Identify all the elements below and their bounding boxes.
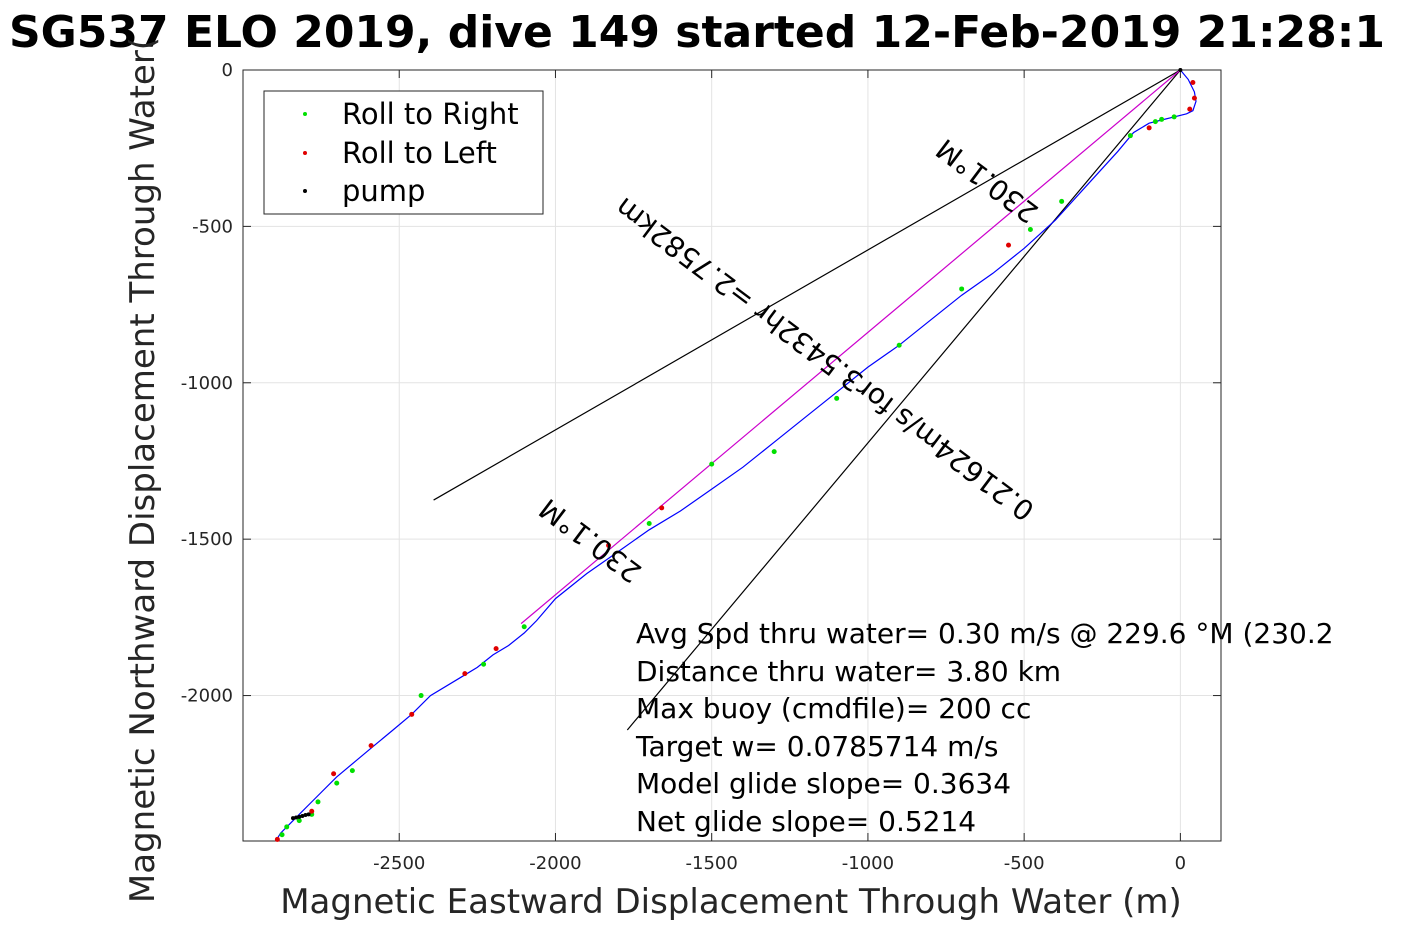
- roll-right-point: [1152, 119, 1158, 125]
- annotation-model-glide: Model glide slope= 0.3634: [636, 767, 1011, 800]
- roll-right-point: [284, 824, 290, 830]
- pump-point: [1178, 68, 1183, 72]
- legend-label-roll-left: Roll to Left: [342, 136, 497, 170]
- roll-right-point: [771, 449, 777, 455]
- axis-ticks: -2500 -2000 -1500 -1000 -500 0 0 -500 -1000 -1500…: [181, 60, 1221, 874]
- roll-right-point: [418, 693, 424, 699]
- roll-left-point: [274, 836, 280, 842]
- x-tick-label: -2500: [373, 853, 425, 874]
- roll-right-point: [1159, 116, 1165, 122]
- mean-heading-line: [520, 69, 1181, 625]
- markers: [274, 68, 1197, 842]
- roll-left-point: [493, 646, 499, 652]
- x-axis-label: Magnetic Eastward Displacement Through W…: [280, 882, 1182, 922]
- x-tick-label: 0: [1175, 853, 1186, 874]
- y-tick-label: 0: [222, 60, 233, 81]
- y-tick-label: -1500: [181, 529, 233, 550]
- annotation-avg-speed: Avg Spd thru water= 0.30 m/s @ 229.6 °M …: [636, 617, 1334, 650]
- legend-marker-pump: [303, 189, 307, 193]
- roll-right-point: [1059, 198, 1065, 204]
- roll-left-point: [1146, 125, 1152, 131]
- pump-point: [294, 815, 299, 820]
- y-tick-label: -1000: [181, 373, 233, 394]
- chart-title: SG537 ELO 2019, dive 149 started 12-Feb-…: [9, 7, 1385, 58]
- roll-left-point: [606, 542, 612, 548]
- roll-right-point: [646, 521, 652, 527]
- legend-marker-roll-right: [303, 112, 307, 116]
- roll-left-point: [659, 505, 665, 511]
- pump-point: [306, 812, 311, 817]
- x-tick-label: -1500: [686, 853, 738, 874]
- roll-right-point: [1127, 133, 1133, 139]
- roll-left-point: [331, 771, 337, 777]
- roll-right-point: [334, 780, 340, 786]
- roll-left-point: [309, 808, 315, 814]
- roll-left-point: [1190, 80, 1196, 86]
- pump-point: [290, 816, 295, 821]
- y-tick-label: -500: [192, 216, 233, 237]
- roll-right-point: [521, 624, 527, 630]
- pump-point: [303, 813, 308, 818]
- legend-label-pump: pump: [342, 174, 425, 208]
- legend-marker-roll-left: [303, 151, 307, 155]
- roll-right-point: [279, 832, 285, 838]
- plot-frame: [242, 69, 1222, 842]
- roll-left-point: [409, 711, 415, 717]
- legend-box: [263, 90, 544, 215]
- roll-right-point: [834, 395, 840, 401]
- roll-left-point: [1006, 242, 1012, 248]
- pump-point: [300, 813, 305, 818]
- y-axis-label: Magnetic Northward Displacement Through …: [123, 37, 163, 903]
- x-tick-label: -500: [1004, 853, 1045, 874]
- heading-cone-line: [433, 69, 1181, 501]
- roll-right-point: [296, 818, 302, 824]
- roll-right-point: [481, 661, 487, 667]
- heading-cone-line: [626, 69, 1181, 731]
- roll-right-point: [1027, 227, 1033, 233]
- annotation-target-w: Target w= 0.0785714 m/s: [635, 730, 998, 763]
- roll-right-point: [1171, 114, 1177, 120]
- roll-right-point: [349, 768, 355, 774]
- roll-left-point: [462, 671, 468, 677]
- x-tick-label: -2000: [529, 853, 581, 874]
- pump-point: [297, 814, 302, 819]
- legend: Roll to Right Roll to Left pump: [263, 90, 544, 215]
- roll-right-point: [896, 342, 902, 348]
- x-tick-label: -1000: [842, 853, 894, 874]
- stats-annotations: Avg Spd thru water= 0.30 m/s @ 229.6 °M …: [635, 617, 1334, 838]
- roll-right-point: [315, 799, 321, 805]
- y-tick-label: -2000: [181, 686, 233, 707]
- legend-label-roll-right: Roll to Right: [342, 97, 519, 131]
- annotation-net-glide: Net glide slope= 0.5214: [636, 805, 976, 838]
- annotation-distance: Distance thru water= 3.80 km: [636, 655, 1061, 688]
- roll-left-point: [1191, 95, 1197, 101]
- roll-left-point: [368, 743, 374, 749]
- roll-left-point: [1187, 106, 1193, 112]
- roll-right-point: [959, 286, 965, 292]
- roll-right-point: [709, 461, 715, 467]
- annotation-max-buoy: Max buoy (cmdfile)= 200 cc: [636, 692, 1031, 725]
